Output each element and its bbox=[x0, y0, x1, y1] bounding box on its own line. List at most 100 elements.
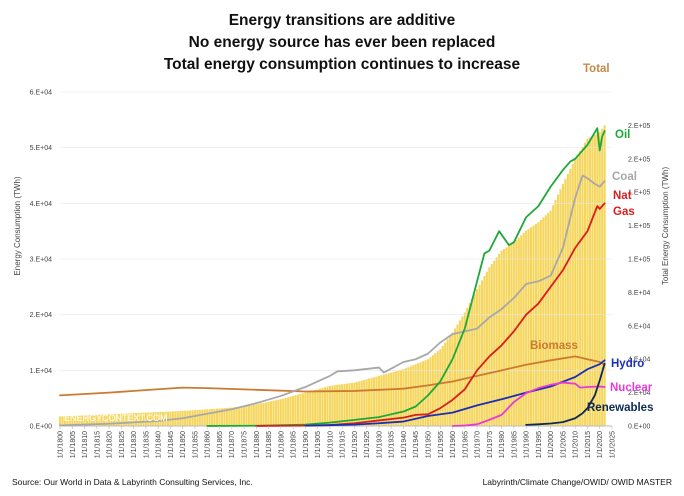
total-bar bbox=[554, 199, 557, 426]
total-bar bbox=[301, 393, 304, 426]
total-bar bbox=[159, 411, 162, 426]
x-tick-label: 1/1/2025 bbox=[610, 431, 617, 458]
total-bar bbox=[247, 405, 250, 426]
total-bar bbox=[191, 410, 194, 426]
total-bar bbox=[458, 320, 461, 426]
total-bar bbox=[466, 307, 469, 426]
total-bar bbox=[569, 168, 572, 426]
total-bar bbox=[112, 414, 115, 426]
total-bar bbox=[350, 382, 353, 426]
series-label-coal: Coal bbox=[612, 171, 637, 183]
total-bar bbox=[358, 381, 361, 426]
total-bar bbox=[348, 383, 351, 426]
total-bar bbox=[478, 284, 481, 426]
total-bar bbox=[206, 409, 209, 426]
total-bar bbox=[542, 217, 545, 426]
total-bar bbox=[571, 163, 574, 426]
total-bar bbox=[574, 158, 577, 427]
y-left-tick-label: 5.E+04 bbox=[30, 145, 52, 152]
total-bar bbox=[240, 406, 243, 426]
total-bar bbox=[382, 374, 385, 426]
total-bar bbox=[561, 183, 564, 426]
x-tick-label: 1/1/1815 bbox=[94, 431, 101, 458]
total-bar bbox=[333, 385, 336, 426]
total-bar bbox=[493, 260, 496, 426]
x-tick-label: 1/1/1800 bbox=[58, 431, 65, 458]
x-tick-label: 1/1/1980 bbox=[499, 431, 506, 458]
total-bar bbox=[412, 365, 415, 426]
x-tick-label: 1/1/2000 bbox=[548, 431, 555, 458]
total-bar bbox=[110, 414, 113, 426]
total-bar bbox=[579, 150, 582, 426]
total-bar bbox=[58, 416, 62, 426]
total-bar bbox=[76, 415, 79, 426]
total-bar bbox=[299, 393, 302, 426]
x-tick-label: 1/1/1955 bbox=[438, 431, 445, 458]
total-bar bbox=[522, 232, 525, 426]
total-bar bbox=[68, 416, 71, 426]
total-bar bbox=[88, 415, 91, 426]
x-tick-label: 1/1/2020 bbox=[597, 431, 604, 458]
total-bar bbox=[282, 398, 285, 426]
total-bar bbox=[144, 412, 147, 426]
total-bar bbox=[215, 408, 219, 426]
total-bar bbox=[451, 332, 454, 426]
total-bar bbox=[566, 173, 569, 426]
y-axis-right-title: Total Energy Consumption (TWh) bbox=[661, 167, 670, 286]
total-bar bbox=[98, 414, 101, 426]
total-bar bbox=[162, 411, 165, 426]
x-tick-label: 1/1/1865 bbox=[217, 431, 224, 458]
total-bar bbox=[63, 416, 66, 426]
total-bar bbox=[142, 412, 145, 426]
y-right-tick-label: 1.E+05 bbox=[628, 257, 650, 264]
x-tick-label: 1/1/1905 bbox=[315, 431, 322, 458]
total-bar bbox=[130, 413, 133, 426]
series-label-hydro: Hydro bbox=[611, 358, 644, 370]
total-bar bbox=[343, 383, 346, 426]
total-bar bbox=[530, 227, 533, 426]
x-tick-label: 1/1/1810 bbox=[82, 431, 89, 458]
y-left-tick-label: 3.E+04 bbox=[30, 257, 52, 264]
y-left-tick-label: 4.E+04 bbox=[30, 201, 52, 208]
total-bar bbox=[252, 404, 255, 426]
total-bar bbox=[480, 280, 483, 426]
x-tick-label: 1/1/1940 bbox=[401, 431, 408, 458]
total-bar bbox=[485, 271, 488, 426]
total-bar bbox=[152, 412, 155, 426]
total-bar bbox=[90, 415, 93, 426]
x-tick-label: 1/1/1930 bbox=[376, 431, 383, 458]
total-bar bbox=[149, 412, 152, 426]
total-bar bbox=[201, 409, 204, 426]
x-tick-label: 1/1/1995 bbox=[536, 431, 543, 458]
x-tick-label: 1/1/1890 bbox=[278, 431, 285, 458]
total-bar bbox=[228, 407, 231, 426]
total-bar bbox=[537, 222, 540, 426]
total-bar bbox=[238, 406, 241, 426]
total-bar bbox=[586, 138, 589, 426]
x-tick-label: 1/1/1920 bbox=[352, 431, 359, 458]
total-bar bbox=[287, 397, 290, 426]
total-bar bbox=[399, 369, 403, 426]
total-bar bbox=[85, 415, 89, 426]
y-right-tick-label: 8.E+04 bbox=[628, 290, 650, 297]
total-bar bbox=[78, 415, 81, 426]
total-bar bbox=[512, 242, 515, 426]
total-bar bbox=[370, 377, 373, 426]
total-bar bbox=[581, 146, 584, 426]
x-tick-label: 1/1/1935 bbox=[389, 431, 396, 458]
total-bar bbox=[373, 377, 376, 426]
total-bar bbox=[255, 404, 258, 426]
x-tick-label: 1/1/1885 bbox=[266, 431, 273, 458]
x-tick-label: 1/1/1860 bbox=[205, 431, 212, 458]
y-right-tick-label: 1.E+05 bbox=[628, 190, 650, 197]
total-bar bbox=[368, 378, 371, 426]
total-bar bbox=[552, 205, 555, 426]
total-bar bbox=[203, 409, 206, 426]
y-left-tick-label: 1.E+04 bbox=[30, 368, 52, 375]
total-bar bbox=[279, 399, 282, 426]
x-tick-label: 1/1/2010 bbox=[573, 431, 580, 458]
total-bar bbox=[360, 380, 363, 426]
total-bar bbox=[208, 409, 211, 426]
total-bar bbox=[284, 397, 287, 426]
x-tick-label: 1/1/1870 bbox=[229, 431, 236, 458]
